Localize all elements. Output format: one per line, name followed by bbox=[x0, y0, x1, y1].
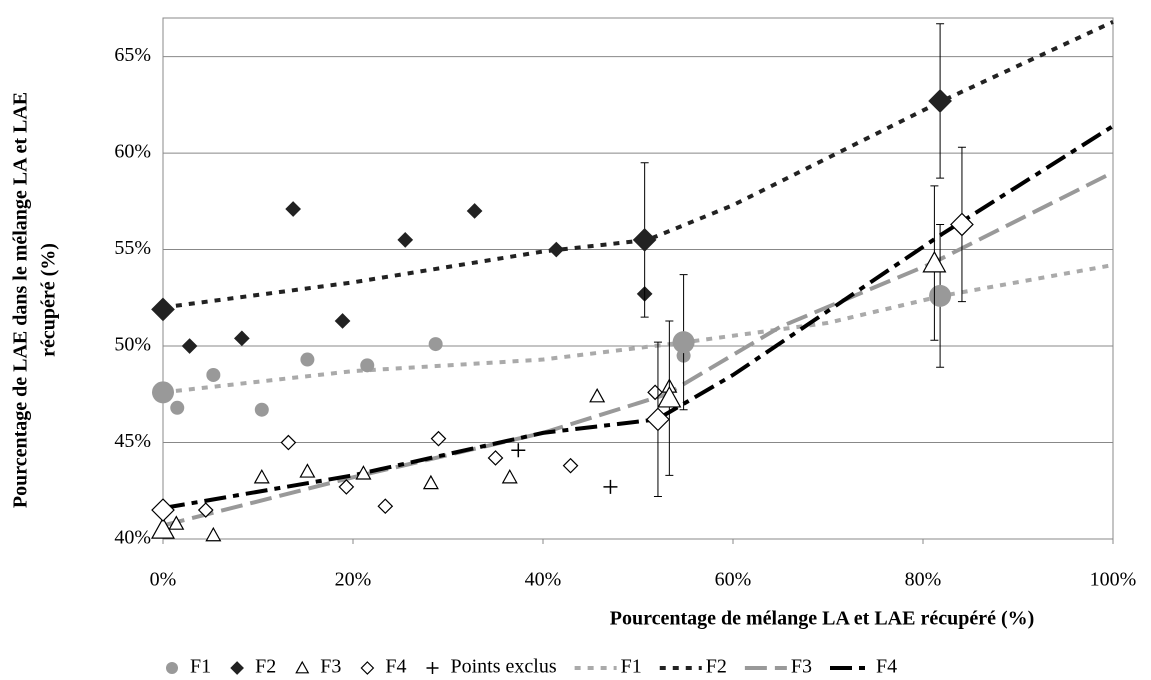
point bbox=[426, 662, 439, 674]
point bbox=[657, 385, 682, 408]
point bbox=[397, 232, 414, 248]
point bbox=[299, 463, 316, 478]
trend-line bbox=[162, 20, 1114, 310]
point bbox=[501, 469, 518, 484]
point bbox=[603, 479, 618, 494]
point bbox=[922, 250, 947, 273]
trend-line bbox=[162, 263, 1114, 395]
x-tick-label: 60% bbox=[715, 569, 752, 591]
legend-label: F2 bbox=[255, 656, 276, 678]
point bbox=[562, 457, 579, 474]
point bbox=[928, 89, 952, 113]
point bbox=[170, 400, 185, 415]
point bbox=[377, 498, 394, 515]
point bbox=[466, 203, 483, 219]
point bbox=[230, 661, 244, 675]
legend-label: F3 bbox=[320, 656, 341, 678]
point bbox=[300, 352, 315, 367]
x-tick-label: 40% bbox=[525, 569, 562, 591]
point bbox=[672, 331, 695, 354]
point bbox=[166, 662, 178, 674]
point bbox=[422, 474, 439, 490]
point bbox=[511, 443, 526, 458]
point bbox=[181, 338, 198, 354]
y-tick-label: 65% bbox=[114, 44, 151, 66]
point bbox=[152, 381, 174, 404]
point bbox=[151, 297, 175, 322]
x-tick-label: 80% bbox=[905, 569, 942, 591]
point bbox=[234, 330, 250, 347]
point bbox=[168, 515, 185, 530]
point bbox=[929, 284, 952, 307]
legend-label: F1 bbox=[190, 656, 211, 678]
point bbox=[360, 358, 375, 373]
legend-label: Points exclus bbox=[451, 656, 557, 678]
legend-label: F4 bbox=[876, 656, 897, 678]
x-tick-label: 0% bbox=[150, 569, 177, 591]
point bbox=[646, 407, 670, 432]
point bbox=[295, 660, 310, 674]
y-axis-label: Pourcentage de LAE dans le mélange LA et… bbox=[10, 92, 32, 508]
point bbox=[360, 661, 375, 675]
y-tick-label: 50% bbox=[114, 334, 151, 356]
trend-line bbox=[162, 124, 1115, 511]
y-tick-label: 40% bbox=[114, 527, 151, 549]
point bbox=[589, 387, 606, 403]
y-axis-label: récupéré (%) bbox=[38, 243, 60, 357]
point bbox=[280, 434, 297, 451]
point bbox=[206, 367, 221, 382]
x-tick-label: 100% bbox=[1090, 569, 1137, 591]
legend-label: F3 bbox=[791, 656, 812, 678]
point bbox=[647, 384, 663, 401]
point bbox=[205, 526, 222, 542]
legend-label: F1 bbox=[621, 656, 642, 678]
point bbox=[950, 212, 974, 237]
y-tick-label: 55% bbox=[114, 237, 151, 259]
point bbox=[632, 228, 657, 252]
point bbox=[151, 498, 175, 522]
x-axis-label: Pourcentage de mélange LA et LAE récupér… bbox=[610, 608, 1035, 630]
point bbox=[254, 402, 269, 417]
point bbox=[253, 469, 270, 484]
point bbox=[338, 479, 355, 495]
point bbox=[548, 241, 565, 258]
point bbox=[428, 337, 443, 352]
point bbox=[355, 465, 372, 480]
legend-label: F4 bbox=[385, 656, 406, 678]
point bbox=[334, 313, 351, 329]
point bbox=[430, 430, 447, 447]
y-tick-label: 60% bbox=[114, 141, 151, 163]
point bbox=[197, 502, 214, 518]
point bbox=[285, 201, 301, 217]
y-tick-label: 45% bbox=[114, 430, 151, 452]
x-tick-label: 20% bbox=[335, 569, 372, 591]
point bbox=[487, 450, 504, 466]
plot-border bbox=[162, 17, 1114, 540]
legend-label: F2 bbox=[706, 656, 727, 678]
point bbox=[150, 517, 176, 539]
